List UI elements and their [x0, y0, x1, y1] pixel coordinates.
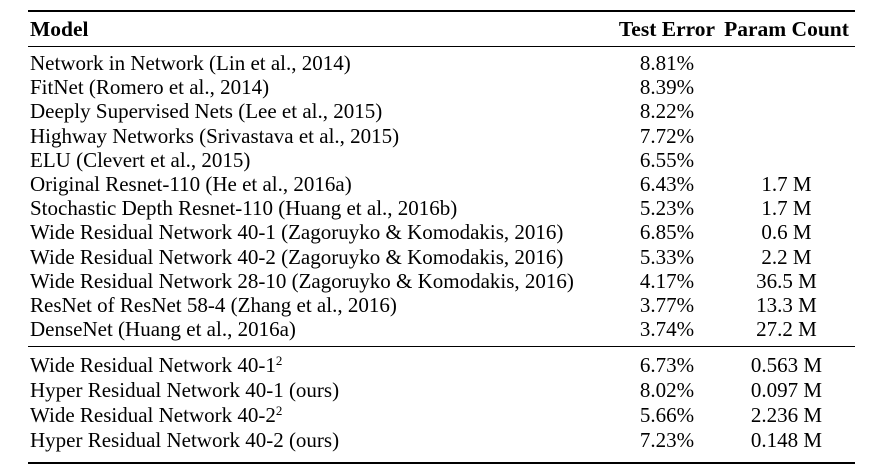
model-cell: ELU (Clevert et al., 2015): [28, 148, 616, 172]
model-name: Hyper Residual Network 40-2 (ours): [30, 428, 340, 453]
model-name: Wide Residual Network 40-1: [30, 353, 276, 378]
model-cell: Stochastic Depth Resnet-110 (Huang et al…: [28, 196, 616, 220]
model-cell: Wide Residual Network 40-1 (Zagoruyko & …: [28, 220, 616, 244]
test-error-cell: 8.39%: [639, 75, 695, 100]
param-count-cell: 0.6 M: [761, 220, 812, 245]
header-row: Model Test Error Param Count: [28, 11, 855, 47]
table-row: DenseNet (Huang et al., 2016a) 3.74% 27.…: [28, 317, 855, 347]
table-row: Wide Residual Network 40-12 6.73% 0.563 …: [28, 347, 855, 379]
param-count-cell: [718, 124, 855, 148]
table-section-prior-work: Network in Network (Lin et al., 2014) 8.…: [28, 47, 855, 347]
test-error-cell: 7.23%: [639, 428, 695, 453]
model-name: Wide Residual Network 40-2: [30, 403, 276, 428]
test-error-cell: 3.74%: [639, 317, 695, 342]
param-count-cell: [718, 99, 855, 123]
param-count-cell: [718, 75, 855, 99]
model-superscript: 2: [275, 403, 283, 419]
test-error-cell: 6.85%: [639, 220, 695, 245]
test-error-cell: 4.17%: [639, 268, 695, 293]
test-error-cell: 6.73%: [639, 353, 695, 378]
model-name: Wide Residual Network 40-2 (Zagoruyko & …: [30, 244, 564, 269]
table-row: Wide Residual Network 40-22 5.66% 2.236 …: [28, 403, 855, 428]
table-row: Highway Networks (Srivastava et al., 201…: [28, 124, 855, 148]
model-name: ELU (Clevert et al., 2015): [30, 147, 251, 172]
model-name: ResNet of ResNet 58-4 (Zhang et al., 201…: [30, 293, 397, 318]
column-header-param-count: Param Count: [718, 11, 855, 47]
model-cell: Wide Residual Network 40-12: [28, 347, 616, 379]
table-row: Wide Residual Network 40-2 (Zagoruyko & …: [28, 245, 855, 269]
table-section-ours: Wide Residual Network 40-12 6.73% 0.563 …: [28, 346, 855, 464]
results-table-container: Model Test Error Param Count Network in …: [28, 10, 855, 465]
model-cell: Hyper Residual Network 40-1 (ours): [28, 378, 616, 403]
test-error-cell: 8.02%: [639, 378, 695, 403]
model-name: Highway Networks (Srivastava et al., 201…: [30, 123, 400, 148]
model-cell: Wide Residual Network 28-10 (Zagoruyko &…: [28, 269, 616, 293]
table-row: Original Resnet-110 (He et al., 2016a) 6…: [28, 172, 855, 196]
table-row: Deeply Supervised Nets (Lee et al., 2015…: [28, 99, 855, 123]
param-count-cell: 36.5 M: [756, 268, 817, 293]
test-error-cell: 5.23%: [639, 196, 695, 221]
model-cell: DenseNet (Huang et al., 2016a): [28, 317, 616, 347]
model-cell: Hyper Residual Network 40-2 (ours): [28, 428, 616, 463]
table-row: Wide Residual Network 28-10 (Zagoruyko &…: [28, 269, 855, 293]
table-row: Network in Network (Lin et al., 2014) 8.…: [28, 47, 855, 76]
param-count-cell: 0.097 M: [750, 378, 823, 403]
model-cell: Network in Network (Lin et al., 2014): [28, 47, 616, 76]
model-cell: Deeply Supervised Nets (Lee et al., 2015…: [28, 99, 616, 123]
param-count-cell: 0.563 M: [750, 353, 823, 378]
param-count-cell: [718, 47, 855, 76]
param-count-cell: 1.7 M: [761, 196, 812, 221]
model-name: DenseNet (Huang et al., 2016a): [30, 317, 296, 342]
model-name: Wide Residual Network 28-10 (Zagoruyko &…: [30, 268, 574, 293]
test-error-cell: 8.81%: [639, 51, 695, 75]
param-count-cell: 1.7 M: [761, 172, 812, 197]
param-count-cell: [718, 148, 855, 172]
test-error-cell: 6.43%: [639, 172, 695, 197]
table-row: ELU (Clevert et al., 2015) 6.55%: [28, 148, 855, 172]
table-header: Model Test Error Param Count: [28, 11, 855, 47]
model-name: Original Resnet-110 (He et al., 2016a): [30, 172, 352, 197]
test-error-cell: 3.77%: [639, 293, 695, 318]
test-error-cell: 5.66%: [639, 403, 695, 428]
model-superscript: 2: [275, 353, 283, 369]
table-row: Hyper Residual Network 40-2 (ours) 7.23%…: [28, 428, 855, 463]
results-table: Model Test Error Param Count Network in …: [28, 10, 855, 465]
model-cell: Original Resnet-110 (He et al., 2016a): [28, 172, 616, 196]
model-name: Deeply Supervised Nets (Lee et al., 2015…: [30, 99, 383, 124]
table-row: Stochastic Depth Resnet-110 (Huang et al…: [28, 196, 855, 220]
table-row: ResNet of ResNet 58-4 (Zhang et al., 201…: [28, 293, 855, 317]
model-cell: FitNet (Romero et al., 2014): [28, 75, 616, 99]
model-name: FitNet (Romero et al., 2014): [30, 75, 270, 100]
model-name: Network in Network (Lin et al., 2014): [30, 51, 351, 75]
model-cell: Wide Residual Network 40-2 (Zagoruyko & …: [28, 245, 616, 269]
model-name: Hyper Residual Network 40-1 (ours): [30, 378, 340, 403]
test-error-cell: 7.72%: [639, 123, 695, 148]
table-row: Wide Residual Network 40-1 (Zagoruyko & …: [28, 220, 855, 244]
model-cell: Highway Networks (Srivastava et al., 201…: [28, 124, 616, 148]
param-count-cell: 13.3 M: [756, 293, 817, 318]
model-cell: Wide Residual Network 40-22: [28, 403, 616, 428]
table-row: FitNet (Romero et al., 2014) 8.39%: [28, 75, 855, 99]
test-error-cell: 5.33%: [639, 244, 695, 269]
param-count-cell: 0.148 M: [750, 428, 823, 453]
model-cell: ResNet of ResNet 58-4 (Zhang et al., 201…: [28, 293, 616, 317]
model-name: Stochastic Depth Resnet-110 (Huang et al…: [30, 196, 458, 221]
test-error-cell: 6.55%: [639, 147, 695, 172]
param-count-cell: 2.236 M: [750, 403, 823, 428]
test-error-cell: 8.22%: [639, 99, 695, 124]
param-count-cell: 2.2 M: [761, 244, 812, 269]
column-header-test-error: Test Error: [616, 11, 718, 47]
param-count-cell: 27.2 M: [756, 317, 817, 342]
column-header-model: Model: [28, 11, 616, 47]
table-row: Hyper Residual Network 40-1 (ours) 8.02%…: [28, 378, 855, 403]
model-name: Wide Residual Network 40-1 (Zagoruyko & …: [30, 220, 564, 245]
